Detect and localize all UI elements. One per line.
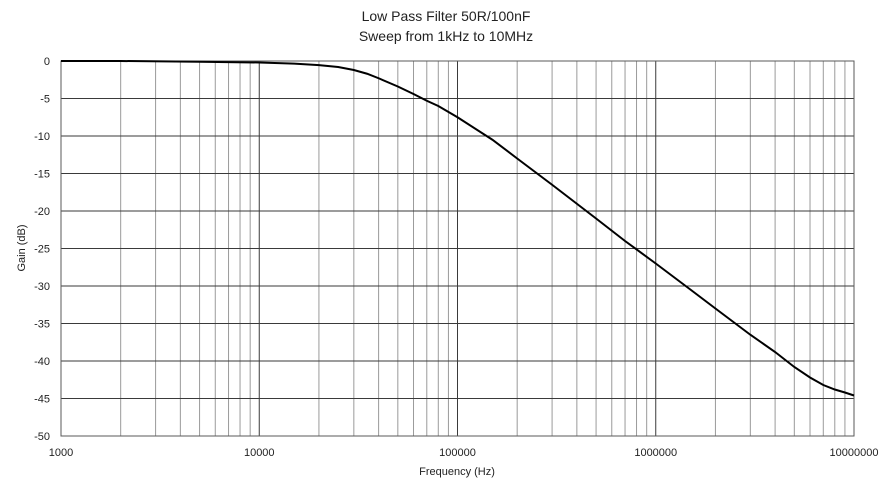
y-tick-label: -45 [34,394,50,406]
chart-title: Low Pass Filter 50R/100nF [362,8,531,24]
y-tick-label: -40 [34,356,50,368]
x-tick-label: 10000000 [830,447,879,459]
x-tick-label: 100000 [439,447,476,459]
y-axis-title: Gain (dB) [16,224,28,271]
y-tick-label: -30 [34,281,50,293]
plot-area-border [60,60,855,437]
gain-series-line [61,60,855,397]
y-tick-label: -35 [34,319,50,331]
x-tick-label: 1000000 [634,447,677,459]
y-tick-label: -15 [34,169,50,181]
x-axis-title: Frequency (Hz) [419,466,495,478]
y-tick-label: -20 [34,206,50,218]
x-axis-tick-labels: 1000 10000 100000 1000000 10000000 [49,447,879,459]
y-axis-tick-labels: 0 -5 -10 -15 -20 -25 -30 -35 -40 -45 -50 [34,56,50,443]
y-tick-label: -50 [34,431,50,443]
y-tick-label: -25 [34,244,50,256]
y-tick-label: -10 [34,131,50,143]
x-tick-label: 10000 [244,447,275,459]
chart-subtitle: Sweep from 1kHz to 10MHz [359,28,533,44]
y-tick-label: -5 [40,94,50,106]
x-tick-label: 1000 [49,447,73,459]
y-tick-label: 0 [44,56,50,68]
